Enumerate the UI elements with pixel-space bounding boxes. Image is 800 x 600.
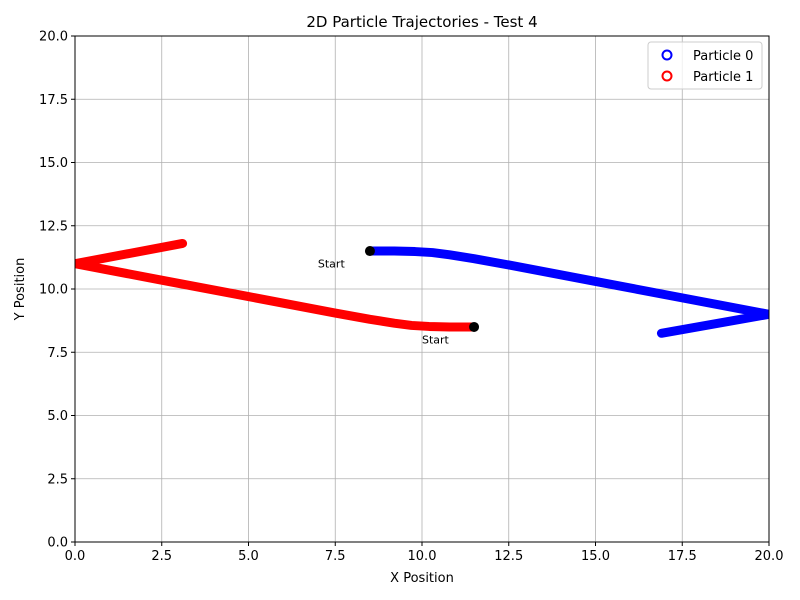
x-tick-label: 10.0: [408, 549, 437, 564]
x-tick-label: 0.0: [65, 549, 86, 564]
y-tick-label: 12.5: [39, 219, 68, 234]
x-axis-label: X Position: [390, 571, 454, 586]
trajectory-particle-1: [75, 238, 479, 332]
y-tick-label: 20.0: [39, 30, 68, 45]
legend-box: [647, 41, 763, 90]
y-axis-ticks: 0.0 2.5 5.0 7.5 10.0 12.5 15.0 17.5 20.0: [39, 30, 75, 551]
trajectory-particle-0: [365, 246, 769, 338]
legend-marker-particle-1: [661, 70, 673, 82]
y-axis-label: Y Position: [13, 258, 28, 322]
x-tick-label: 15.0: [581, 549, 610, 564]
start-annotation-0: Start: [318, 258, 346, 271]
y-tick-label: 17.5: [39, 93, 68, 108]
x-tick-label: 17.5: [668, 549, 697, 564]
x-tick-label: 5.0: [238, 549, 259, 564]
y-tick-label: 0.0: [47, 536, 68, 551]
y-tick-label: 5.0: [47, 409, 68, 424]
x-axis-ticks: 0.0 2.5 5.0 7.5 10.0 12.5 15.0 17.5 20.0: [65, 542, 784, 564]
legend-label-particle-0: Particle 0: [693, 49, 753, 64]
y-tick-label: 7.5: [47, 346, 68, 361]
start-annotation-1: Start: [422, 334, 450, 347]
series-layer: [75, 238, 769, 338]
start-marker-particle-0: [364, 246, 375, 257]
chart-title: 2D Particle Trajectories - Test 4: [306, 13, 537, 31]
x-tick-label: 12.5: [494, 549, 523, 564]
legend-label-particle-1: Particle 1: [693, 70, 753, 85]
marker-layer: [364, 246, 480, 332]
legend-marker-particle-0: [661, 49, 673, 61]
x-tick-label: 2.5: [151, 549, 172, 564]
x-tick-label: 20.0: [755, 549, 784, 564]
legend: Particle 0 Particle 1: [647, 41, 763, 90]
x-tick-label: 7.5: [325, 549, 346, 564]
start-marker-particle-1: [469, 321, 480, 332]
y-tick-label: 2.5: [47, 472, 68, 487]
y-tick-label: 10.0: [39, 283, 68, 298]
y-tick-label: 15.0: [39, 156, 68, 171]
annotation-layer: Start Start: [318, 258, 450, 347]
